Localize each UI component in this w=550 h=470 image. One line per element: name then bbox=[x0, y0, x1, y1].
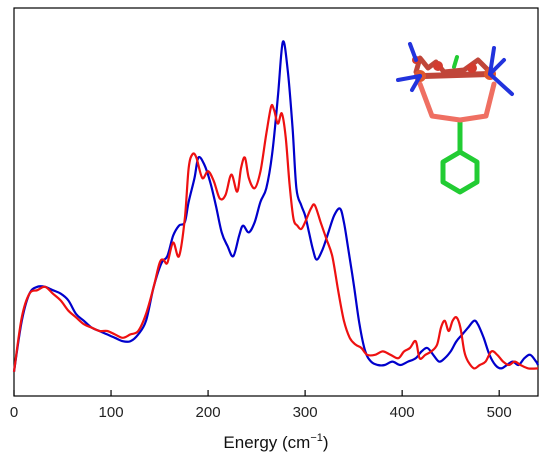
x-axis-label-main: Energy (cm bbox=[223, 433, 310, 452]
x-tick-label: 400 bbox=[390, 404, 415, 421]
x-axis-label-superscript: −1 bbox=[310, 432, 323, 444]
series-line-red bbox=[12, 103, 539, 372]
x-axis-label: Energy (cm−1) bbox=[223, 432, 328, 452]
x-tick-label: 0 bbox=[10, 404, 18, 421]
x-tick-label: 200 bbox=[196, 404, 221, 421]
x-axis-label-close: ) bbox=[323, 433, 329, 452]
x-tick-label: 500 bbox=[487, 404, 512, 421]
x-tick-label: 300 bbox=[293, 404, 318, 421]
plot-frame bbox=[13, 7, 539, 397]
x-axis-ticks: 0 100 200 300 400 500 bbox=[10, 390, 512, 421]
molecule-inset-icon bbox=[396, 42, 514, 195]
series-layer bbox=[12, 40, 539, 372]
series-line-blue bbox=[12, 40, 539, 372]
x-tick-label: 100 bbox=[99, 404, 124, 421]
